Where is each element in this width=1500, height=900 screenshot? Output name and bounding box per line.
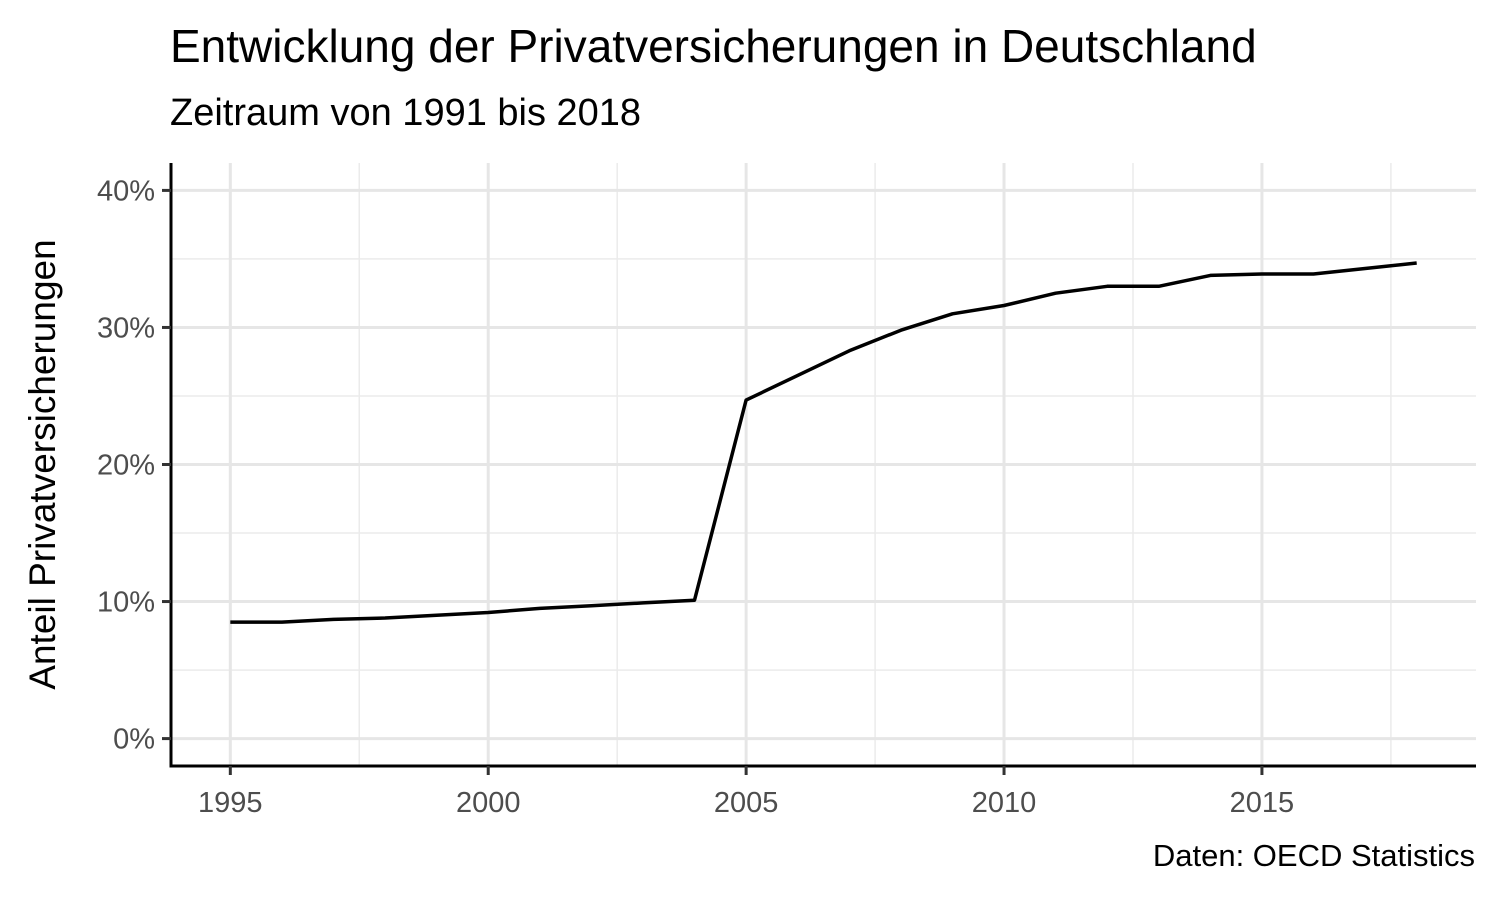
- chart-title: Entwicklung der Privatversicherungen in …: [170, 20, 1257, 72]
- series-line: [230, 261, 1417, 624]
- y-tick-label: 40%: [97, 175, 155, 207]
- y-tick-label: 20%: [97, 450, 155, 482]
- y-tick-label: 10%: [97, 587, 155, 619]
- y-tick-label: 30%: [97, 312, 155, 344]
- x-tick-label: 1995: [198, 787, 263, 819]
- chart-caption: Daten: OECD Statistics: [1152, 838, 1475, 873]
- y-axis-title: Anteil Privatversicherungen: [22, 239, 63, 689]
- x-tick-label: 2005: [714, 787, 779, 819]
- x-tick-label: 2010: [972, 787, 1037, 819]
- x-tick-label: 2000: [456, 787, 521, 819]
- y-tick-label: 0%: [113, 724, 155, 756]
- chart-subtitle: Zeitraum von 1991 bis 2018: [170, 92, 642, 134]
- x-tick-label: 2015: [1230, 787, 1295, 819]
